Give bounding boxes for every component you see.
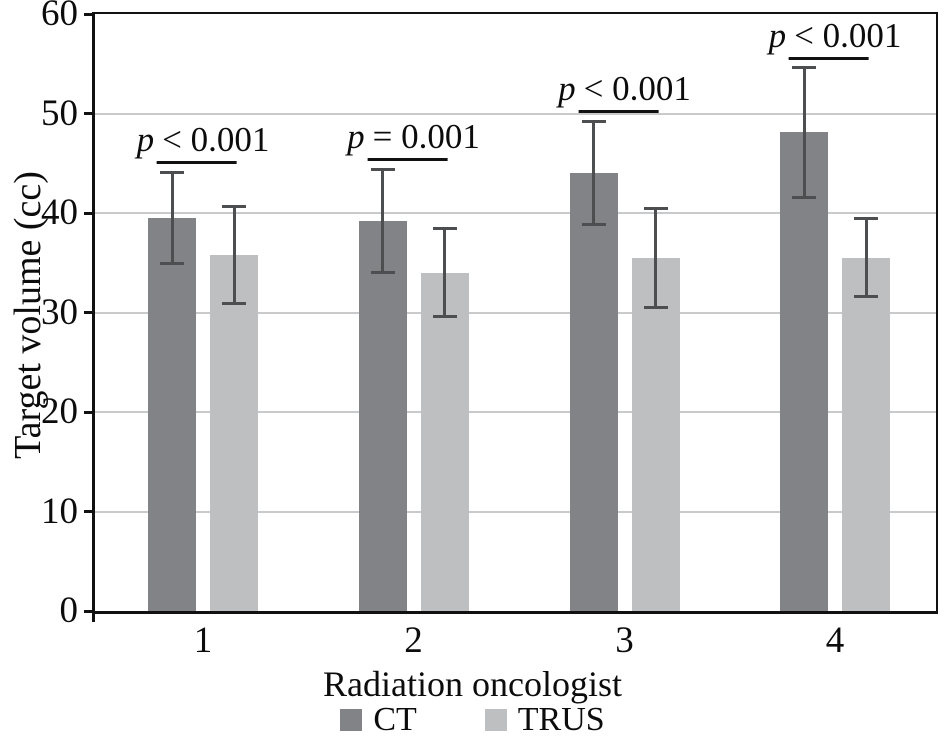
error-bar-cap-high-trus-1 [222, 204, 246, 208]
gridline-30 [95, 311, 936, 314]
error-bar-cap-low-trus-3 [643, 306, 668, 310]
error-bar-cap-high-trus-2 [432, 227, 457, 231]
error-bar-cap-low-ct-2 [370, 271, 395, 275]
error-bar-cap-high-trus-3 [643, 206, 668, 210]
error-bar-stem-ct-2 [381, 169, 384, 273]
y-tick-label-30: 30 [41, 291, 78, 333]
error-bar-cap-low-ct-3 [581, 223, 606, 227]
p-value-underline-4 [789, 56, 869, 60]
bar-ct-3 [569, 173, 618, 611]
legend-label-ct: CT [373, 701, 417, 736]
error-bar-cap-high-ct-1 [160, 170, 184, 174]
gridline-40 [95, 212, 936, 214]
error-bar-cap-high-ct-2 [370, 167, 395, 171]
legend-swatch-trus [484, 709, 507, 731]
legend-swatch-ct [340, 709, 363, 731]
y-axis-overshoot [92, 614, 95, 622]
p-value-text: = 0.001 [372, 117, 480, 157]
p-value-symbol: p [347, 117, 365, 157]
p-value-annotation-3: p < 0.001 [558, 69, 691, 114]
x-tick-label-3: 3 [615, 620, 634, 661]
p-value-annotation-2: p = 0.001 [347, 117, 480, 162]
p-value-text: < 0.001 [583, 69, 691, 109]
error-bar-cap-high-ct-3 [581, 119, 606, 123]
error-bar-cap-low-trus-4 [854, 295, 878, 299]
bar-trus-4 [842, 257, 890, 611]
y-tick-label-40: 40 [41, 192, 78, 233]
x-tick-label-4: 4 [825, 620, 845, 661]
y-tick-50 [84, 112, 92, 115]
legend: CT TRUS [0, 701, 945, 736]
y-tick-40 [84, 211, 92, 215]
p-value-annotation-4: p < 0.001 [768, 15, 902, 60]
error-bar-cap-low-trus-1 [222, 302, 246, 306]
p-value-text: < 0.001 [794, 15, 902, 55]
error-bar-cap-low-ct-1 [160, 262, 184, 266]
legend-item-ct: CT [340, 701, 417, 736]
plot-area [92, 12, 938, 614]
error-bar-cap-low-trus-2 [432, 314, 457, 318]
error-bar-stem-trus-2 [443, 228, 446, 317]
error-bar-stem-trus-4 [864, 218, 868, 297]
gridline-50 [95, 112, 936, 115]
p-value-symbol: p [768, 15, 787, 55]
gridline-10 [95, 510, 936, 513]
p-value-annotation-1: p < 0.001 [136, 120, 270, 165]
error-bar-cap-low-ct-4 [792, 195, 816, 199]
p-value-symbol: p [558, 69, 576, 109]
y-tick-20 [84, 410, 92, 414]
bar-ct-4 [780, 132, 828, 611]
legend-label-trus: TRUS [517, 701, 605, 736]
p-value-underline-2 [367, 158, 448, 162]
x-tick-label-1: 1 [193, 620, 213, 661]
x-axis-label: Radiation oncologist [323, 664, 622, 704]
error-bar-stem-trus-1 [232, 206, 236, 304]
p-value-underline-3 [578, 110, 659, 114]
error-bar-stem-ct-3 [592, 121, 595, 225]
bar-trus-1 [210, 254, 258, 611]
y-tick-label-50: 50 [41, 92, 78, 134]
error-bar-stem-ct-4 [802, 67, 806, 198]
bar-ct-1 [148, 217, 196, 611]
y-tick-10 [84, 510, 92, 513]
error-bar-stem-ct-1 [170, 172, 174, 264]
y-tick-label-60: 60 [41, 0, 78, 34]
p-value-symbol: p [136, 120, 155, 160]
error-bar-stem-trus-3 [654, 208, 657, 308]
y-tick-30 [84, 311, 92, 314]
y-tick-label-10: 10 [41, 490, 78, 532]
y-tick-label-20: 20 [41, 391, 78, 432]
error-bar-cap-high-trus-4 [854, 217, 878, 221]
y-tick-0 [84, 609, 92, 613]
bar-trus-2 [420, 272, 469, 611]
p-value-text: < 0.001 [162, 120, 270, 160]
legend-item-trus: TRUS [484, 701, 605, 736]
y-tick-60 [84, 12, 92, 16]
error-bar-cap-high-ct-4 [792, 66, 816, 70]
bar-trus-3 [631, 257, 680, 611]
gridline-20 [95, 411, 936, 413]
y-tick-label-0: 0 [59, 590, 79, 631]
p-value-underline-1 [157, 161, 237, 165]
bar-ct-2 [358, 220, 407, 611]
x-tick-label-2: 2 [404, 620, 423, 661]
